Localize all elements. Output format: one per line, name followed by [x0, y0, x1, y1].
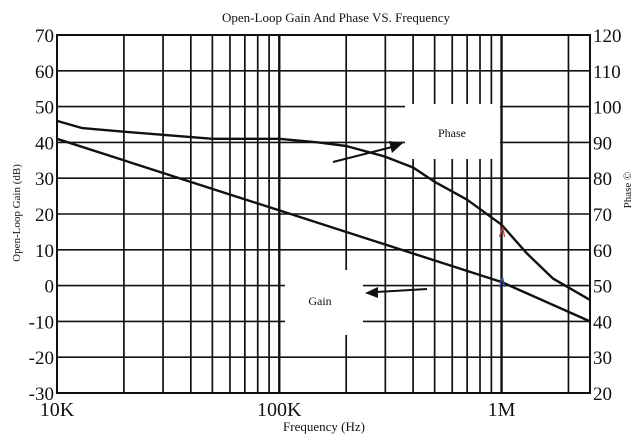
phase-arrow-head [389, 141, 403, 153]
x-tick-label: 100K [257, 399, 302, 421]
y-right-tick-label: 40 [593, 312, 612, 333]
y-right-tick-label: 90 [593, 133, 612, 154]
phase-label-box [405, 104, 500, 159]
y-right-tick-label: 60 [593, 241, 612, 262]
y-right-tick-label: 30 [593, 348, 612, 369]
phase-arrow [332, 146, 393, 163]
y-left-tick-label: 40 [35, 133, 54, 154]
y-left-tick-label: -20 [29, 348, 54, 369]
y-right-axis-label: Phase © [622, 172, 634, 209]
y-left-tick-label: 60 [35, 62, 54, 83]
y-left-tick-label: -10 [29, 312, 54, 333]
y-right-tick-label: 70 [593, 205, 612, 226]
tick-labels: -30 -20 -10 0 10 20 30 40 50 60 70 20 30 40 50 60 70 80 90… [29, 26, 622, 421]
phase-point-marker [498, 226, 506, 238]
annotations: Phase Gain [308, 126, 466, 308]
gain-arrow-head [365, 287, 378, 298]
y-left-tick-label: 30 [35, 169, 54, 190]
y-left-tick-label: 0 [45, 277, 55, 298]
y-right-tick-label: 100 [593, 98, 622, 119]
y-left-tick-label: 20 [35, 205, 54, 226]
y-left-tick-label: 70 [35, 26, 54, 47]
gain-point-marker [498, 276, 506, 288]
gain-series-line [56, 137, 591, 323]
y-right-tick-label: 120 [593, 26, 622, 47]
y-right-tick-label: 20 [593, 384, 612, 405]
y-left-axis-label: Open-Loop Gain (dB) [11, 164, 23, 262]
y-left-tick-label: 50 [35, 98, 54, 119]
x-tick-label: 10K [40, 399, 75, 421]
phase-series-line [56, 119, 591, 301]
chart-title: Open-Loop Gain And Phase VS. Frequency [222, 10, 450, 25]
x-axis-label: Frequency (Hz) [283, 419, 365, 434]
markers [498, 226, 506, 288]
y-right-tick-label: 110 [593, 62, 621, 83]
grid [56, 34, 591, 394]
gain-annotation: Gain [308, 294, 331, 308]
y-right-tick-label: 80 [593, 169, 612, 190]
gain-arrow [375, 288, 428, 293]
annotation-boxes [285, 104, 500, 335]
y-left-tick-label: -30 [29, 384, 54, 405]
y-left-tick-label: 10 [35, 241, 54, 262]
series [56, 119, 591, 323]
y-right-tick-label: 50 [593, 277, 612, 298]
x-tick-label: 1M [488, 399, 516, 421]
gain-label-box [285, 270, 363, 335]
phase-annotation: Phase [438, 126, 466, 140]
